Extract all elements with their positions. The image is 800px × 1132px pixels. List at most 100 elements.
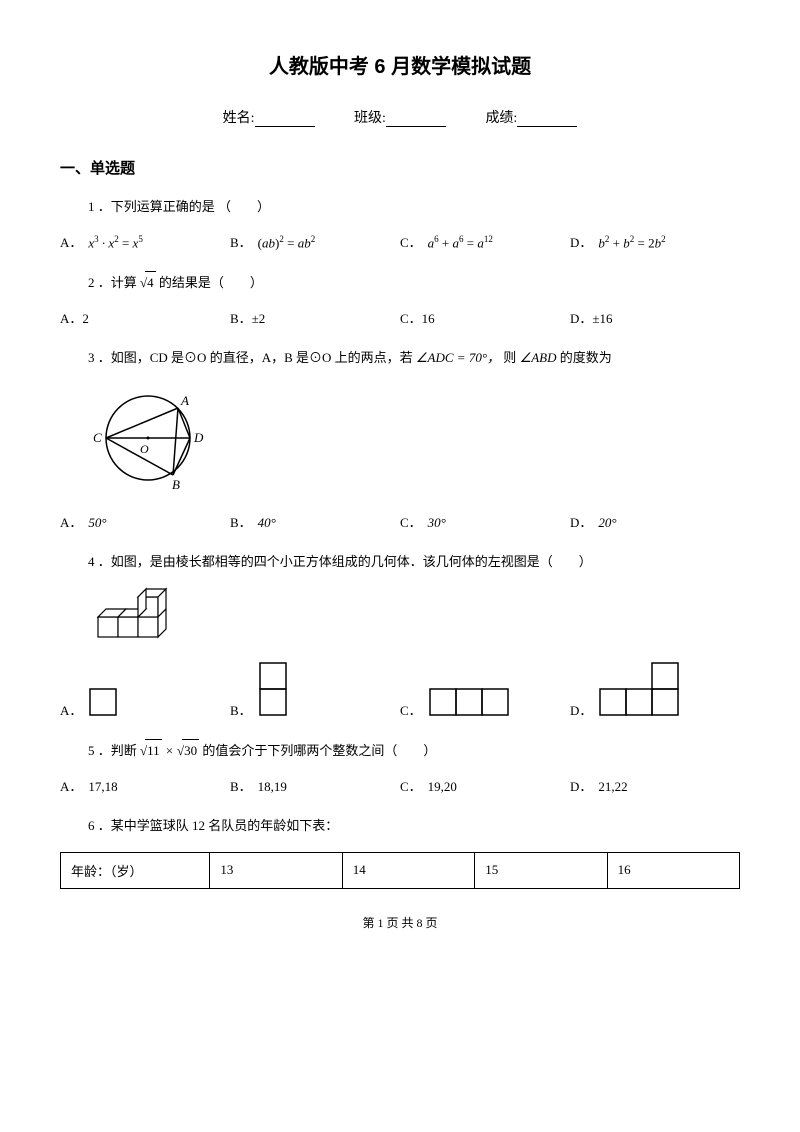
q5-pre: 5 ．判断 (88, 743, 137, 758)
q5-choice-d[interactable]: D． 21,22 (570, 776, 740, 795)
q4-bl: B． (230, 700, 252, 719)
q5-a: 17,18 (88, 779, 117, 795)
q1-text: 1 ．下列运算正确的是 （ ） (88, 196, 740, 218)
circle-diagram: A B C D O (88, 383, 218, 493)
q2-radical: 4 (140, 275, 156, 290)
q3-d: 20° (598, 515, 616, 531)
q1-a-math: x3 · x2 = x5 (88, 234, 142, 251)
table-row: 年龄：（岁） 13 14 15 16 (61, 852, 740, 888)
q4-c-fig (428, 687, 512, 719)
q2-choice-b[interactable]: B．±2 (230, 308, 400, 327)
q5-choice-c[interactable]: C． 19,20 (400, 776, 570, 795)
svg-text:B: B (172, 477, 180, 492)
name-blank[interactable] (255, 112, 315, 127)
q5-dl: D． (570, 776, 592, 795)
class-blank[interactable] (386, 112, 446, 127)
q2-post: 的结果是（ ） (159, 275, 263, 290)
q1-c-math: a6 + a6 = a12 (428, 234, 493, 251)
q4-figure (88, 587, 740, 647)
q4-choice-b[interactable]: B． (230, 661, 400, 719)
score-blank[interactable] (517, 112, 577, 127)
q4-dl: D． (570, 700, 592, 719)
q5-al: A． (60, 776, 82, 795)
q5-post: 的值会介于下列哪两个整数之间（ ） (202, 743, 436, 758)
q3-choice-c[interactable]: C． 30° (400, 512, 570, 531)
q5-c: 19,20 (428, 779, 457, 795)
q3-choice-b[interactable]: B． 40° (230, 512, 400, 531)
q1-b-math: (ab)2 = ab2 (258, 234, 316, 251)
q2-text: 2 ．计算 4 的结果是（ ） (88, 271, 740, 294)
q3-mid: 则 (503, 350, 516, 365)
q5-b: 18,19 (258, 779, 287, 795)
q4-choice-d[interactable]: D． (570, 661, 740, 719)
q2-choices: A．2 B．±2 C．16 D．±16 (60, 308, 740, 327)
q3-al: A． (60, 512, 82, 531)
q6-th: 年龄：（岁） (61, 852, 210, 888)
q2-b: B．±2 (230, 308, 265, 327)
q2-pre: 2 ．计算 (88, 275, 137, 290)
q1-choices: A． x3 · x2 = x5 B． (ab)2 = ab2 C． a6 + a… (60, 232, 740, 251)
svg-text:O: O (140, 442, 149, 456)
q5-choice-b[interactable]: B． 18,19 (230, 776, 400, 795)
q2-choice-c[interactable]: C．16 (400, 308, 570, 327)
q3-a: 50° (88, 515, 106, 531)
q3-choices: A． 50° B． 40° C． 30° D． 20° (60, 512, 740, 531)
q3-b: 40° (258, 515, 276, 531)
q3-figure: A B C D O (88, 383, 740, 498)
q3-abd: ∠ABD (520, 350, 557, 365)
q6-c1: 14 (342, 852, 474, 888)
q4-choices: A． B． C． D． (60, 661, 740, 719)
q4-choice-c[interactable]: C． (400, 687, 570, 719)
q1-c-label: C． (400, 232, 422, 251)
q6-c2: 15 (475, 852, 607, 888)
q2-a: A．2 (60, 308, 89, 327)
info-line: 姓名: 班级: 成绩: (60, 107, 740, 127)
name-label: 姓名: (223, 111, 255, 126)
q6-c0: 13 (210, 852, 342, 888)
q4-al: A． (60, 700, 82, 719)
q6-table: 年龄：（岁） 13 14 15 16 (60, 852, 740, 889)
q3-choice-a[interactable]: A． 50° (60, 512, 230, 531)
section-title: 一、单选题 (60, 157, 740, 178)
svg-text:A: A (180, 393, 189, 408)
q5-bl: B． (230, 776, 252, 795)
page-footer: 第 1 页 共 8 页 (60, 914, 740, 931)
q1-choice-a[interactable]: A． x3 · x2 = x5 (60, 232, 230, 251)
cubes-3d (88, 587, 198, 642)
svg-text:D: D (193, 430, 204, 445)
q4-a-fig (88, 687, 120, 719)
q3-choice-d[interactable]: D． 20° (570, 512, 740, 531)
q3-pre: 3 ．如图，CD 是⊙O 的直径，A，B 是⊙O 上的两点，若 (88, 350, 413, 365)
q4-text: 4 ．如图，是由棱长都相等的四个小正方体组成的几何体．该几何体的左视图是（ ） (88, 551, 740, 573)
q4-choice-a[interactable]: A． (60, 687, 230, 719)
q6-c3: 16 (607, 852, 739, 888)
q1-d-label: D． (570, 232, 592, 251)
q4-b-fig (258, 661, 290, 719)
q3-dl: D． (570, 512, 592, 531)
q2-d: D．±16 (570, 308, 613, 327)
q2-c: C．16 (400, 308, 435, 327)
q3-cl: C． (400, 512, 422, 531)
q1-d-math: b2 + b2 = 2b2 (598, 234, 665, 251)
q2-choice-d[interactable]: D．±16 (570, 308, 740, 327)
page-title: 人教版中考 6 月数学模拟试题 (60, 50, 740, 79)
class-label: 班级: (354, 111, 386, 126)
q3-c: 30° (428, 515, 446, 531)
q2-choice-a[interactable]: A．2 (60, 308, 230, 327)
q1-choice-c[interactable]: C． a6 + a6 = a12 (400, 232, 570, 251)
q5-text: 5 ．判断 11 × 30 的值会介于下列哪两个整数之间（ ） (88, 739, 740, 762)
q3-text: 3 ．如图，CD 是⊙O 的直径，A，B 是⊙O 上的两点，若 ∠ADC = 7… (88, 347, 740, 369)
q3-adc: ∠ADC = 70°， (416, 350, 500, 365)
q6-text: 6 ．某中学篮球队 12 名队员的年龄如下表： (88, 815, 740, 837)
svg-text:C: C (93, 430, 102, 445)
q1-b-label: B． (230, 232, 252, 251)
q1-choice-d[interactable]: D． b2 + b2 = 2b2 (570, 232, 740, 251)
q5-choice-a[interactable]: A． 17,18 (60, 776, 230, 795)
q5-cl: C． (400, 776, 422, 795)
score-label: 成绩: (485, 111, 517, 126)
q3-bl: B． (230, 512, 252, 531)
q1-choice-b[interactable]: B． (ab)2 = ab2 (230, 232, 400, 251)
q5-d: 21,22 (598, 779, 627, 795)
q5-radical: 11 × 30 (140, 743, 199, 758)
q4-d-fig (598, 661, 682, 719)
